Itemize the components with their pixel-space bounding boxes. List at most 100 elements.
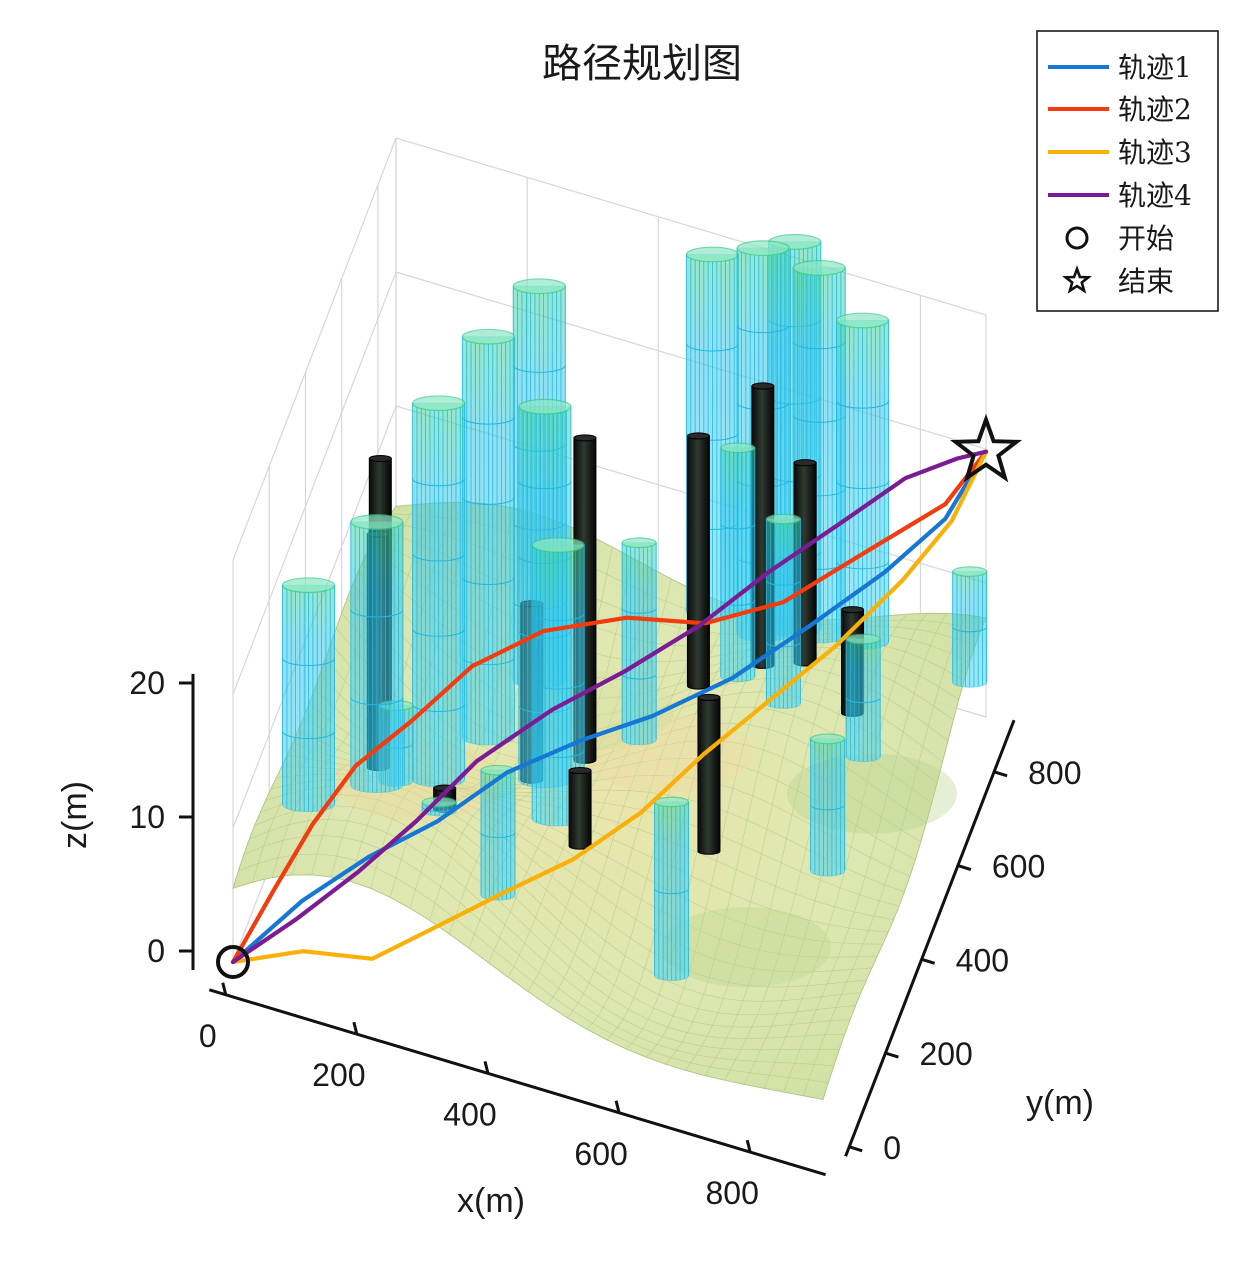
legend-label-series2: 轨迹2 <box>1118 93 1192 126</box>
x-tick-mark <box>352 1021 359 1035</box>
legend-label-end: 结束 <box>1118 265 1174 298</box>
grid-line <box>395 137 987 316</box>
terrain-mesh-line <box>249 818 840 1051</box>
cyan-cylinder-top <box>461 328 515 345</box>
x-tick-label: 400 <box>443 1096 496 1132</box>
cyan-cylinder-ring <box>350 609 404 618</box>
legend: 轨迹1 轨迹2 轨迹3 轨迹4 开始 结束 <box>1036 30 1219 312</box>
cyan-cylinder-ring <box>845 697 881 704</box>
cyan-cylinder-top <box>518 398 572 415</box>
z-tick-label: 0 <box>147 933 165 969</box>
black-cylinder-top <box>793 459 817 467</box>
cyan-cylinder-top <box>531 537 585 553</box>
cyan-cylinder-obstacle <box>480 764 516 901</box>
cyan-cylinder-ring <box>621 608 657 614</box>
black-cylinder-body <box>686 435 710 690</box>
cyan-cylinder-ring <box>952 626 988 633</box>
cyan-cylinder-top <box>685 246 740 263</box>
cyan-cylinder-ring <box>621 674 657 680</box>
black-cylinder-obstacle <box>568 766 592 850</box>
y-tick-mark <box>957 864 972 871</box>
legend-item-start: 开始 <box>1065 222 1174 255</box>
cyan-cylinder-ring <box>765 641 801 648</box>
cyan-cylinder-top <box>736 240 790 257</box>
cyan-cylinder-ring <box>685 343 739 352</box>
legend-box <box>1036 30 1219 312</box>
black-cylinder-top <box>697 693 721 702</box>
cyan-cylinder-obstacle <box>621 537 657 746</box>
cyan-cylinder-ring <box>531 681 585 690</box>
terrain-mesh-line <box>254 805 845 1039</box>
cyan-cylinder-ring <box>412 553 466 562</box>
chart-title: 路径规划图 <box>542 41 742 87</box>
z-tick-label: 10 <box>129 799 165 835</box>
grid-line <box>232 271 397 695</box>
cyan-cylinder-top <box>350 514 404 530</box>
legend-start-circle-icon <box>1065 226 1089 250</box>
black-cylinder-top <box>568 766 592 775</box>
cyan-cylinder-obstacle <box>412 395 466 788</box>
cyan-cylinder-ring <box>412 478 466 487</box>
cyan-cylinder-top <box>654 796 690 808</box>
x-axis-label: x(m) <box>457 1182 525 1220</box>
z-axis-label: z(m) <box>56 781 94 849</box>
cyan-cylinder-obstacle <box>952 566 988 688</box>
trajectory-1-line <box>230 449 989 965</box>
cyan-cylinder-top <box>810 733 846 745</box>
x-tick-mark <box>614 1100 621 1114</box>
z-tick-label: 20 <box>129 665 165 701</box>
x-axis-line <box>208 988 827 1177</box>
y-tick-mark <box>885 1051 899 1059</box>
y-tick-label: 800 <box>1028 755 1081 791</box>
cyan-cylinder-ring <box>810 804 846 811</box>
cyan-cylinder-ring <box>836 400 890 409</box>
cyan-cylinder-ring <box>282 658 336 667</box>
cyan-cylinder-obstacle <box>720 442 756 683</box>
x-tick-label: 800 <box>706 1175 759 1211</box>
end-marker-star <box>949 413 1023 483</box>
cyan-cylinder-top <box>765 513 801 525</box>
cyan-cylinder-ring <box>282 731 336 740</box>
terrain-shade <box>661 907 832 988</box>
y-tick-label: 0 <box>883 1130 901 1166</box>
black-cylinder-top <box>751 382 775 390</box>
x-tick-mark <box>483 1061 490 1074</box>
cyan-cylinder-ring <box>350 697 404 706</box>
terrain-mesh-line <box>232 874 824 1100</box>
x-tick-label: 200 <box>312 1057 365 1093</box>
cyan-cylinder-ring <box>480 832 516 838</box>
x-tick-mark <box>221 982 228 996</box>
cyan-cylinder-obstacle <box>654 796 690 981</box>
cyan-cylinder-ring <box>654 888 690 895</box>
terrain-mesh-line <box>238 853 829 1083</box>
black-cylinder-top <box>686 432 710 440</box>
cyan-cylinder-ring <box>720 523 756 530</box>
cyan-cylinder-top <box>621 537 657 549</box>
cyan-cylinder-top <box>845 633 881 645</box>
y-tick-label: 200 <box>919 1036 972 1072</box>
cyan-cylinder-ring <box>836 481 890 489</box>
y-tick-label: 600 <box>992 849 1045 885</box>
start-marker-circle <box>216 945 250 979</box>
legend-item-end: 结束 <box>1062 265 1174 298</box>
x-tick-label: 600 <box>574 1136 627 1172</box>
cyan-cylinder-obstacle <box>810 733 846 877</box>
axes: 0 200 400 600 800 0 200 400 600 800 0 10 20 <box>129 665 1081 1211</box>
legend-item-series2: 轨迹2 <box>1048 93 1192 126</box>
trajectory-3-line <box>230 449 989 965</box>
y-tick-mark <box>993 770 1008 778</box>
cyan-cylinder-top <box>952 566 988 577</box>
cyan-cylinder-ring <box>412 628 466 637</box>
black-cylinder-top <box>573 434 597 442</box>
grid-line <box>232 137 397 561</box>
legend-item-series3: 轨迹3 <box>1048 136 1192 169</box>
cyan-cylinder-ring <box>736 325 790 334</box>
black-cylinder-obstacle <box>686 432 710 690</box>
black-cylinder-top <box>368 455 392 463</box>
trajectory-2-line <box>230 449 989 965</box>
x-tick-mark <box>745 1139 752 1153</box>
legend-item-series1: 轨迹1 <box>1048 51 1192 84</box>
cyan-cylinder-ring <box>512 365 566 373</box>
cyan-cylinder-top <box>720 442 756 454</box>
